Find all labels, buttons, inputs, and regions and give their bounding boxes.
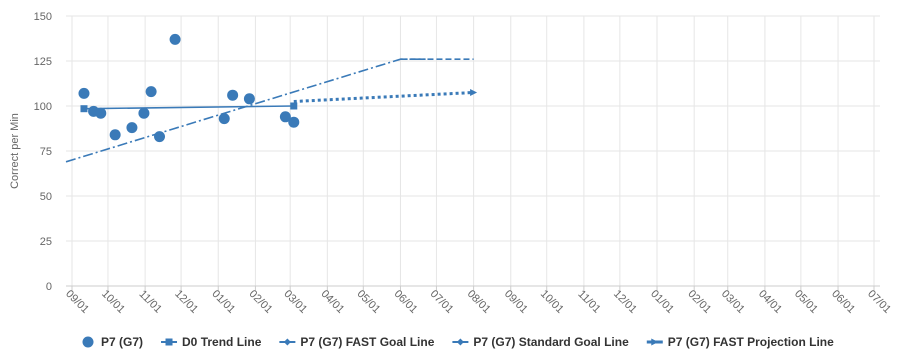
legend-label: P7 (G7) FAST Goal Line	[300, 335, 434, 349]
data-point	[243, 93, 255, 105]
x-tick-label: 10/01	[99, 288, 127, 316]
x-tick-label: 09/01	[502, 288, 530, 316]
legend-item[interactable]: P7 (G7) FAST Goal Line	[279, 335, 435, 349]
grid	[66, 15, 880, 287]
series-2	[80, 102, 298, 113]
legend[interactable]: P7 (G7) D0 Trend Line P7 (G7) FAST Goal Li…	[82, 335, 835, 349]
legend-symbol	[651, 338, 659, 346]
x-tick-label: 03/01	[719, 288, 747, 316]
plot-area	[65, 33, 478, 163]
y-tick-label: 0	[46, 281, 52, 293]
series-line	[65, 58, 426, 163]
data-point	[95, 107, 107, 119]
x-tick-label: 09/01	[63, 288, 91, 316]
x-tick-label: 06/01	[392, 288, 420, 316]
series-line	[293, 91, 474, 103]
x-tick-label: 04/01	[318, 288, 346, 316]
x-tick-label: 01/01	[648, 288, 676, 316]
trend-point	[80, 105, 88, 113]
x-tick-label: 08/01	[465, 288, 493, 316]
data-point	[288, 116, 300, 128]
x-tick-label: 02/01	[685, 288, 713, 316]
data-point	[109, 129, 121, 141]
series-1	[78, 33, 300, 143]
x-tick-label: 06/01	[829, 288, 857, 316]
legend-symbol	[165, 338, 173, 346]
x-tick-label: 02/01	[247, 288, 275, 316]
trend-point	[290, 102, 298, 110]
series-5	[293, 89, 478, 103]
legend-item[interactable]: P7 (G7) FAST Projection Line	[646, 335, 834, 349]
x-tick-label: 07/01	[865, 288, 893, 316]
y-tick-label: 75	[40, 146, 52, 158]
x-tick-label: 04/01	[756, 288, 784, 316]
y-tick-label: 25	[40, 236, 52, 248]
legend-label: D0 Trend Line	[182, 335, 262, 349]
y-tick-label: 50	[40, 191, 52, 203]
x-tick-label: 05/01	[792, 288, 820, 316]
axes: 0 25 50 75 100 125 150 09/01 10/01 11/01 12/01 01/0…	[34, 11, 893, 316]
data-point	[126, 122, 138, 134]
legend-label: P7 (G7) Standard Goal Line	[473, 335, 629, 349]
y-tick-label: 125	[34, 56, 52, 68]
legend-label: P7 (G7) FAST Projection Line	[668, 335, 834, 349]
data-point	[227, 89, 239, 101]
legend-symbol	[82, 336, 94, 348]
x-tick-label: 11/01	[575, 288, 602, 315]
x-tick-label: 07/01	[428, 288, 456, 316]
x-tick-label: 10/01	[538, 288, 566, 316]
y-axis-title: Correct per Min	[9, 113, 21, 189]
x-tick-label: 03/01	[281, 288, 309, 316]
series-3	[65, 58, 426, 163]
data-point	[138, 107, 150, 119]
x-tick-label: 12/01	[172, 288, 200, 316]
y-tick-label: 150	[34, 11, 52, 23]
legend-label: P7 (G7)	[101, 335, 143, 349]
legend-item[interactable]: D0 Trend Line	[161, 335, 262, 349]
data-point	[78, 87, 90, 99]
legend-item[interactable]: P7 (G7) Standard Goal Line	[452, 335, 629, 349]
legend-item[interactable]: P7 (G7)	[82, 335, 144, 349]
x-tick-label: 11/01	[137, 288, 164, 315]
data-point	[145, 86, 157, 98]
data-point	[218, 113, 230, 125]
data-point	[279, 111, 291, 123]
series-line	[83, 105, 294, 110]
legend-symbol	[283, 338, 291, 346]
x-tick-label: 01/01	[209, 288, 237, 316]
x-tick-label: 12/01	[611, 288, 639, 316]
legend-symbol	[456, 338, 464, 346]
data-point	[169, 33, 181, 45]
x-tick-label: 05/01	[354, 288, 382, 316]
y-tick-label: 100	[34, 101, 52, 113]
arrow-head	[470, 89, 478, 96]
